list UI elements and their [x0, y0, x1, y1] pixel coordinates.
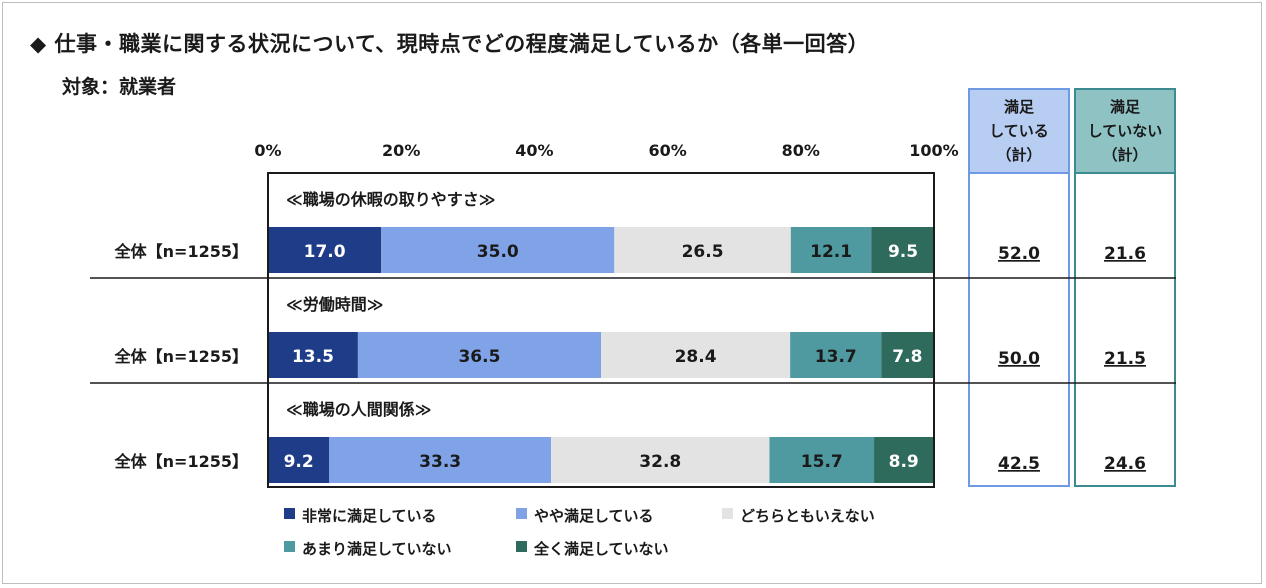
summary-header-bg-2 — [1074, 88, 1176, 174]
x-tick-label: 100% — [909, 141, 958, 160]
data-label: 17.0 — [304, 242, 346, 262]
x-tick-label: 20% — [382, 141, 420, 160]
legend-label: 全く満足していない — [533, 540, 669, 558]
data-label: 9.2 — [284, 452, 314, 472]
bar-segment — [357, 332, 601, 378]
summary-header-text: していない — [1088, 122, 1163, 140]
x-tick-label: 0% — [254, 141, 281, 160]
data-label: 15.7 — [801, 452, 843, 472]
data-label: 13.5 — [292, 347, 334, 367]
bar-segment — [268, 332, 358, 378]
bar-segment — [790, 332, 882, 378]
row-label: 全体【n=1255】 — [114, 452, 248, 471]
legend-swatch — [284, 541, 295, 552]
bar-segment — [790, 227, 872, 273]
legend-label: どちらともいえない — [740, 507, 875, 525]
data-label: 33.3 — [419, 452, 461, 472]
bar-segment — [614, 227, 791, 273]
satisfied-total-value: 52.0 — [998, 244, 1040, 264]
bar-segment — [769, 437, 875, 483]
data-label: 8.9 — [889, 452, 919, 472]
data-label: 13.7 — [815, 347, 857, 367]
unsatisfied-total-value: 21.6 — [1104, 244, 1146, 264]
summary-header-text: している — [989, 122, 1049, 140]
data-label: 26.5 — [682, 242, 724, 262]
unsatisfied-total-value: 24.6 — [1104, 454, 1146, 474]
data-label: 32.8 — [639, 452, 681, 472]
row-label: 全体【n=1255】 — [114, 347, 248, 366]
bar-segment — [881, 332, 934, 378]
unsatisfied-total-value: 21.5 — [1104, 349, 1146, 369]
section-title: ≪職場の休暇の取りやすさ≫ — [286, 190, 496, 209]
summary-header-text: （計） — [996, 146, 1041, 164]
summary-header-text: 満足 — [1110, 98, 1141, 116]
legend-swatch — [516, 541, 527, 552]
summary-header-text: （計） — [1102, 146, 1147, 164]
bar-segment — [871, 227, 935, 273]
chart-title: ◆ 仕事・職業に関する状況について、現時点でどの程度満足しているか（各単一回答） — [30, 32, 870, 56]
legend-label: 非常に満足している — [302, 507, 437, 525]
legend-label: あまり満足していない — [302, 540, 452, 558]
bar-segment — [381, 227, 615, 273]
row-label: 全体【n=1255】 — [114, 242, 248, 261]
summary-header-text: 満足 — [1004, 98, 1035, 116]
satisfied-total-value: 50.0 — [998, 349, 1040, 369]
section-title: ≪労働時間≫ — [286, 295, 384, 314]
bar-segment — [268, 227, 382, 273]
data-label: 28.4 — [675, 347, 717, 367]
legend-swatch — [516, 508, 527, 519]
bar-segment — [329, 437, 552, 483]
section-title: ≪職場の人間関係≫ — [286, 400, 432, 419]
x-tick-label: 60% — [648, 141, 686, 160]
bar-segment — [601, 332, 791, 378]
data-label: 7.8 — [892, 347, 922, 367]
bar-segment — [874, 437, 934, 483]
x-tick-label: 80% — [782, 141, 820, 160]
legend-swatch — [722, 508, 733, 519]
chart-subtitle: 対象：就業者 — [62, 76, 177, 98]
data-label: 36.5 — [458, 347, 500, 367]
legend-swatch — [284, 508, 295, 519]
summary-header-bg-1 — [968, 88, 1070, 174]
data-label: 9.5 — [888, 242, 918, 262]
data-label: 12.1 — [810, 242, 852, 262]
satisfied-total-value: 42.5 — [998, 454, 1040, 474]
data-label: 35.0 — [477, 242, 519, 262]
plot-box — [267, 172, 935, 488]
legend-label: やや満足している — [534, 507, 654, 525]
bar-segment — [268, 437, 330, 483]
bar-segment — [551, 437, 770, 483]
x-tick-label: 40% — [515, 141, 553, 160]
